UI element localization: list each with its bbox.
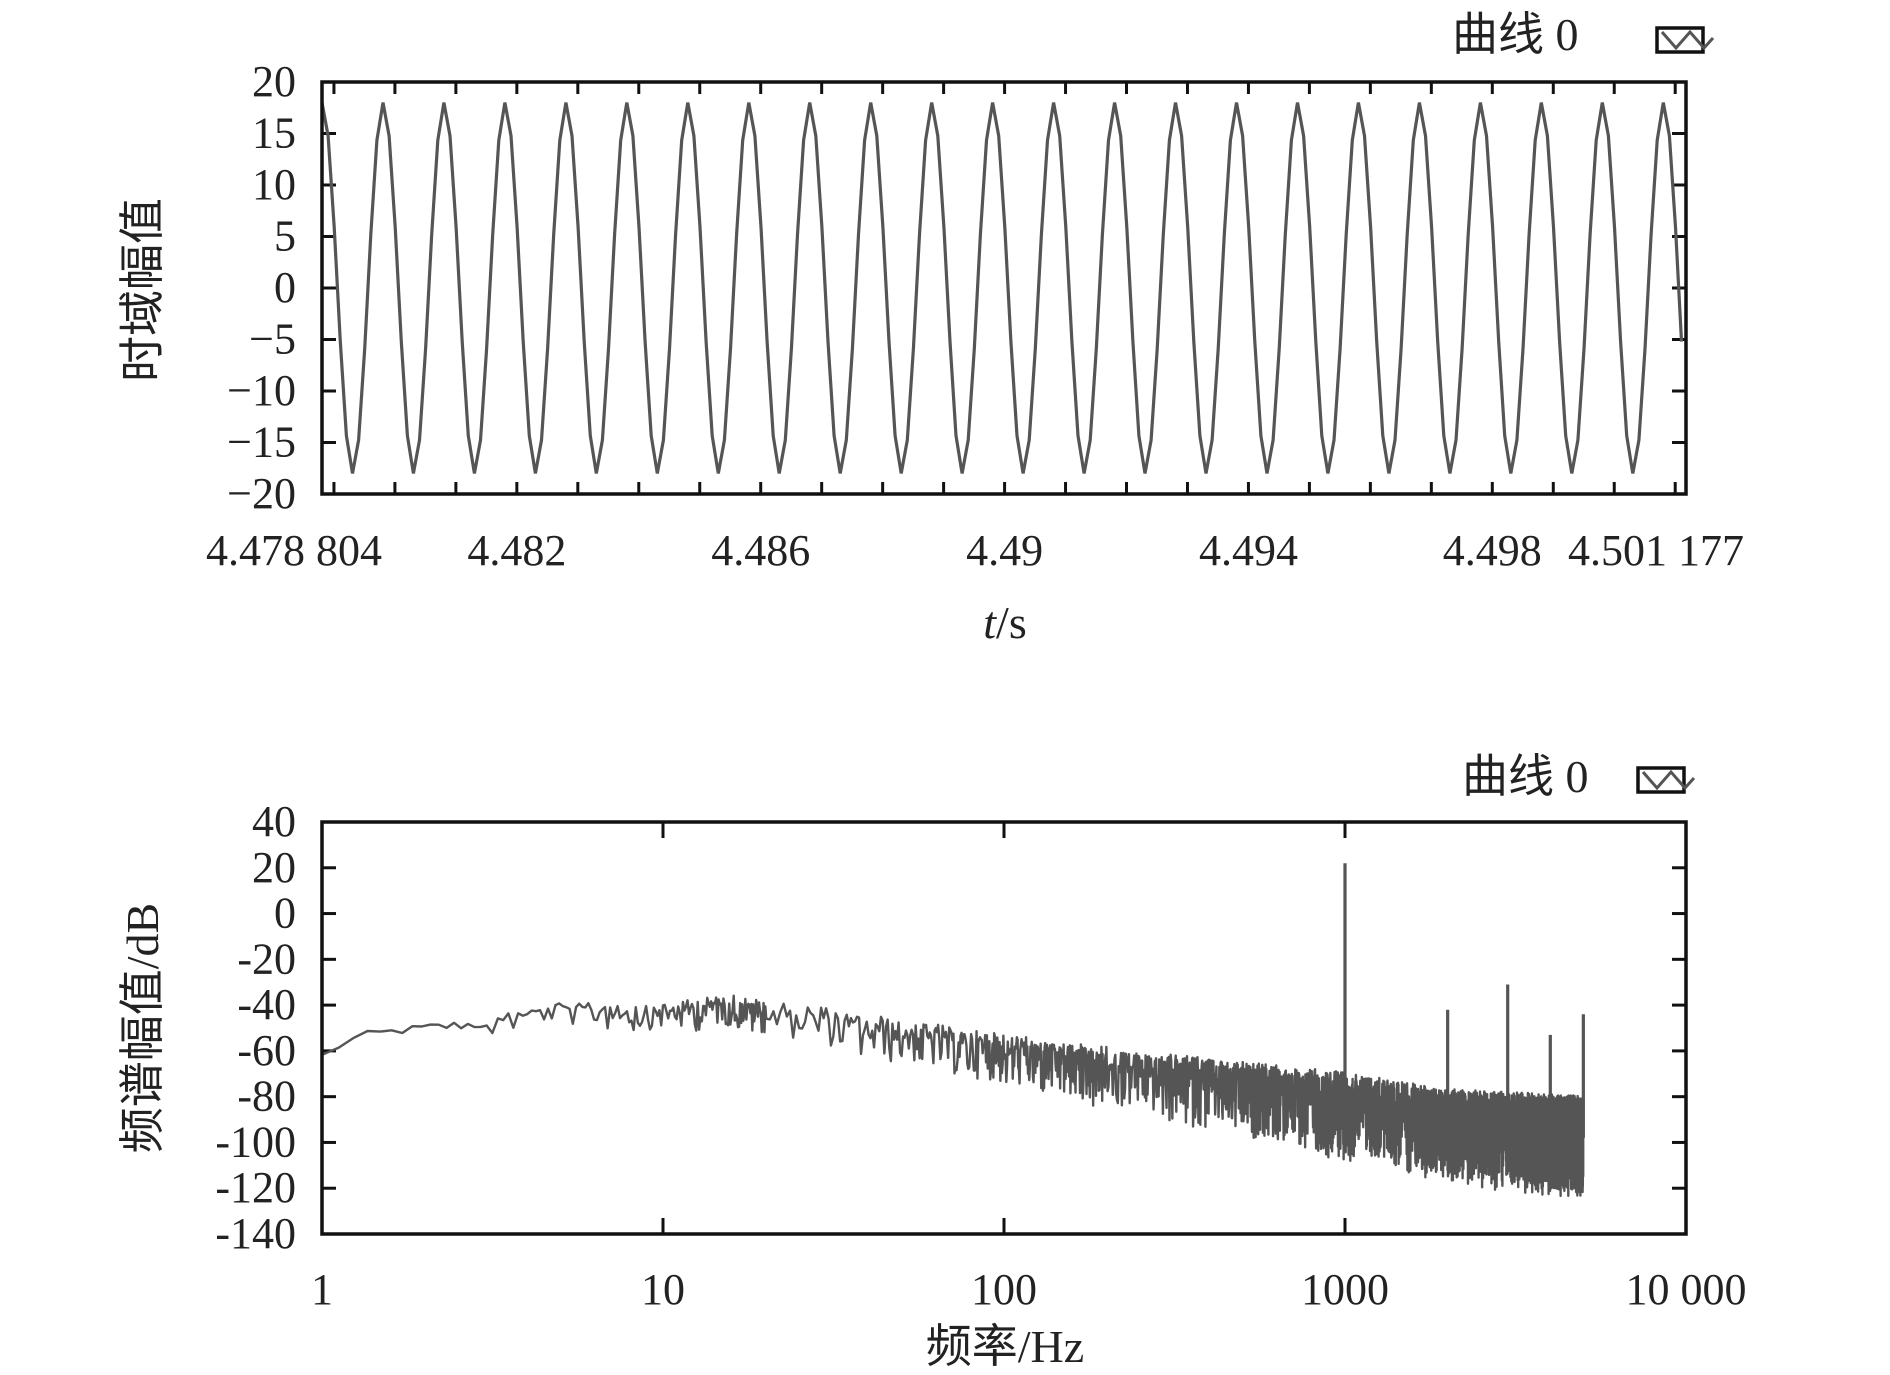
- spectrum-y-axis-label: 频谱幅值/dB: [117, 903, 168, 1153]
- y-tick-label: 40: [252, 797, 296, 846]
- y-tick-label: 10: [252, 160, 296, 209]
- time-series-line: [320, 102, 1684, 474]
- y-tick-label: 20: [252, 57, 296, 106]
- time-chart-ticks: [322, 80, 1686, 496]
- time-legend: 曲线 0: [1452, 9, 1715, 60]
- y-tick-label: −20: [227, 469, 296, 518]
- x-tick-label: 4.498: [1443, 526, 1542, 575]
- x-tick-label: 4.49: [966, 526, 1043, 575]
- spectrum-legend: 曲线 0: [1462, 751, 1696, 802]
- legend-line-icon: [1655, 26, 1715, 54]
- x-tick-label: 100: [971, 1265, 1037, 1314]
- time-x-axis-label: t/s: [983, 597, 1026, 648]
- x-tick-label: 1000: [1301, 1265, 1389, 1314]
- y-tick-label: 0: [274, 889, 296, 938]
- spectrum-x-tick-labels: 1 10 100 1000 10 000: [311, 1265, 1747, 1314]
- y-tick-label: -120: [215, 1163, 296, 1212]
- x-tick-label: 4.494: [1199, 526, 1298, 575]
- y-tick-label: −10: [227, 366, 296, 415]
- y-tick-label: 15: [252, 109, 296, 158]
- y-tick-label: -140: [215, 1209, 296, 1258]
- y-tick-label: 5: [274, 212, 296, 261]
- spectrum-peaks: [1343, 863, 1585, 1138]
- spectrum-x-axis-label: 频率/Hz: [926, 1321, 1084, 1372]
- time-legend-label: 曲线 0: [1452, 9, 1579, 60]
- spectrum-series: [321, 863, 1585, 1198]
- spectrum-chart-frame: [320, 820, 1688, 1236]
- x-tick-label: 4.486: [711, 526, 810, 575]
- y-tick-label: −5: [249, 315, 296, 364]
- y-tick-label: -60: [237, 1026, 296, 1075]
- time-chart-frame: [320, 80, 1688, 496]
- x-tick-label: 10: [641, 1265, 685, 1314]
- y-tick-label: −15: [227, 418, 296, 467]
- y-tick-label: -80: [237, 1072, 296, 1121]
- y-tick-label: -40: [237, 980, 296, 1029]
- time-y-axis-label: 时域幅值: [117, 198, 168, 382]
- legend-line-icon: [1636, 766, 1696, 794]
- time-x-edge-label-left: 4.478 804: [206, 526, 382, 575]
- y-tick-label: 20: [252, 843, 296, 892]
- x-tick-label: 10 000: [1626, 1265, 1747, 1314]
- time-x-edge-label-right: 4.501 177: [1568, 526, 1744, 575]
- x-tick-label: 4.482: [467, 526, 566, 575]
- y-tick-label: -100: [215, 1117, 296, 1166]
- time-x-tick-labels: 4.482 4.486 4.49 4.494 4.498: [467, 526, 1541, 575]
- y-tick-label: -20: [237, 934, 296, 983]
- spectrum-legend-label: 曲线 0: [1462, 751, 1589, 802]
- spectrum-line: [321, 994, 1585, 1198]
- x-tick-label: 1: [311, 1265, 333, 1314]
- y-tick-label: 0: [274, 263, 296, 312]
